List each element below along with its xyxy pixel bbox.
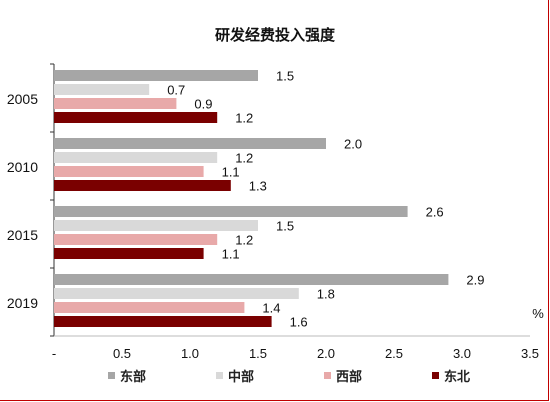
data-label: 1.1 [222, 247, 240, 262]
legend-swatch [432, 372, 439, 379]
bar [54, 288, 299, 299]
bar [54, 248, 204, 259]
bar [54, 274, 449, 285]
y-tick-label: 2015 [7, 227, 38, 243]
x-tick-label: 2.0 [317, 346, 335, 361]
data-label: 1.3 [249, 179, 267, 194]
data-label: 1.6 [290, 315, 308, 330]
legend-swatch [108, 372, 115, 379]
chart-title: 研发经费投入强度 [215, 26, 336, 44]
bar [54, 98, 177, 109]
x-tick-label: 3.5 [521, 346, 539, 361]
y-tick-label: 2010 [7, 159, 38, 175]
bar [54, 138, 326, 149]
bar [54, 316, 272, 327]
legend-label: 东北 [444, 369, 470, 385]
bar [54, 112, 218, 123]
data-label: 2.9 [466, 273, 484, 288]
legend: 东部 中部 西部 东北 [108, 369, 470, 385]
legend-label: 西部 [336, 369, 362, 385]
data-label: 1.4 [262, 301, 280, 316]
bar [54, 84, 150, 95]
data-label: 1.5 [276, 219, 294, 234]
legend-swatch [324, 372, 331, 379]
bar [54, 152, 218, 163]
data-label: 2.6 [426, 205, 444, 220]
data-label: 1.2 [235, 111, 253, 126]
data-label: 1.8 [317, 287, 335, 302]
x-tick-label: 1.5 [249, 346, 267, 361]
legend-label: 中部 [228, 369, 254, 385]
x-tick-label: 0.5 [113, 346, 131, 361]
bar [54, 70, 258, 81]
bar [54, 180, 231, 191]
legend-label: 东部 [120, 369, 146, 385]
bar [54, 302, 245, 313]
data-label: 2.0 [344, 137, 362, 152]
data-label: 1.5 [276, 69, 294, 84]
data-label: 0.7 [167, 83, 185, 98]
x-tick-label: 1.0 [181, 346, 199, 361]
x-tick-label: 2.5 [385, 346, 403, 361]
bar [54, 220, 258, 231]
x-tick-label: - [52, 346, 56, 361]
bar [54, 234, 218, 245]
legend-swatch [216, 372, 223, 379]
plot-area: 20052010201520191.50.70.91.22.01.21.11.3… [7, 63, 539, 361]
y-tick-label: 2005 [7, 91, 38, 107]
bar [54, 206, 408, 217]
unit-label: % [532, 306, 544, 321]
data-label: 1.2 [235, 151, 253, 166]
data-label: 0.9 [194, 97, 212, 112]
data-label: 1.2 [235, 233, 253, 248]
x-tick-label: 3.0 [453, 346, 471, 361]
y-tick-label: 2019 [7, 295, 38, 311]
bar [54, 166, 204, 177]
data-label: 1.1 [222, 165, 240, 180]
